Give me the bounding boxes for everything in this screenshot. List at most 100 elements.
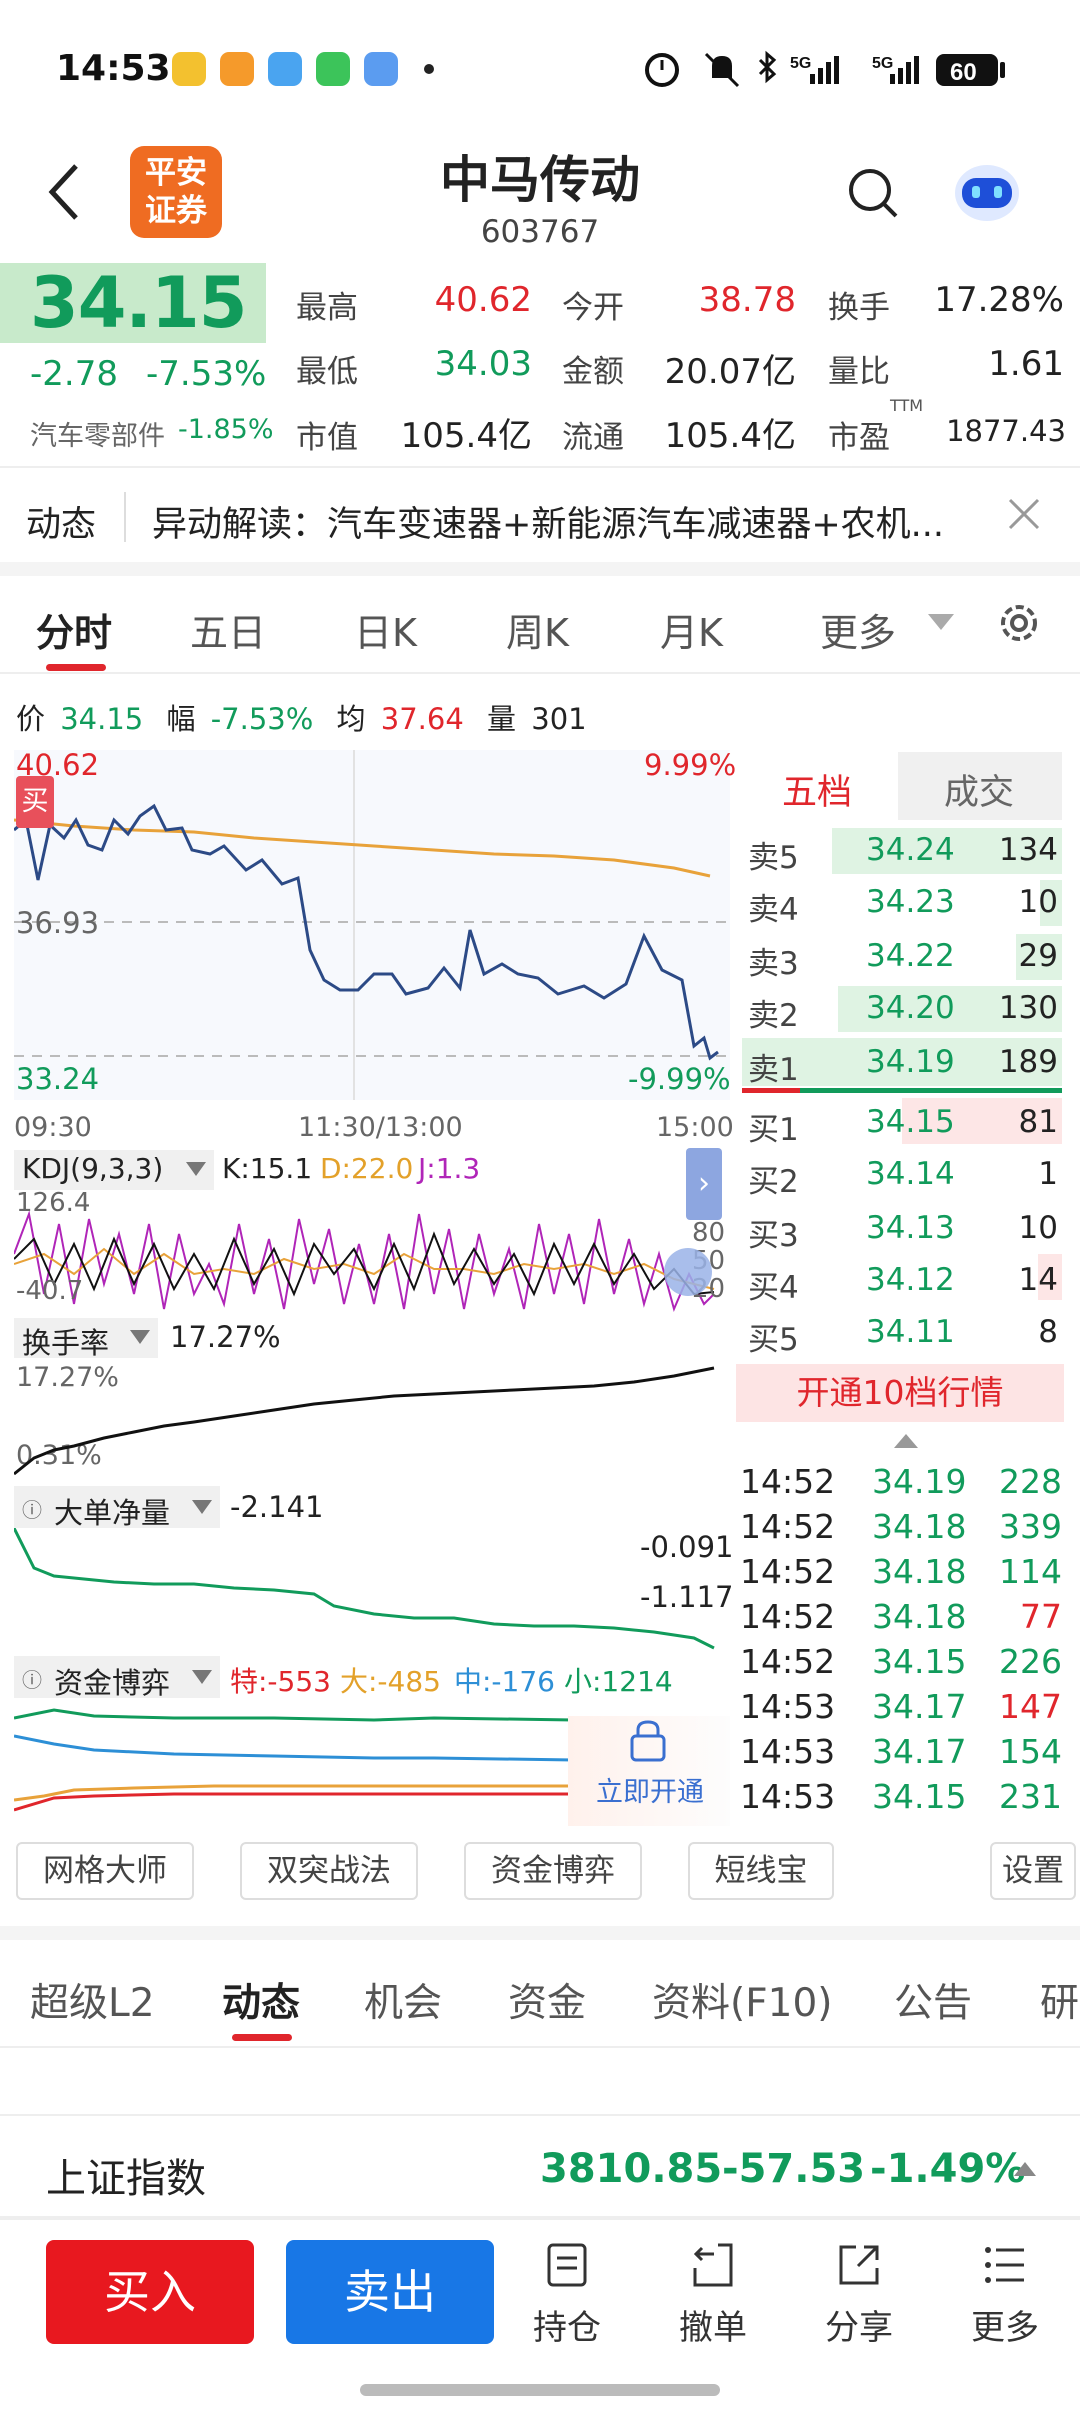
- quote-label-turnover: 换手: [828, 290, 890, 326]
- close-icon[interactable]: [1006, 496, 1042, 532]
- tab-news[interactable]: 动态: [222, 1981, 301, 2026]
- unlock-overlay[interactable]: [568, 1716, 730, 1826]
- tab-monthly-k[interactable]: 月K: [660, 611, 723, 655]
- quote-label-mktcap: 市值: [296, 420, 358, 456]
- ask5-bar: [832, 828, 1062, 874]
- tab-opportunity[interactable]: 机会: [364, 1981, 443, 2026]
- tab-f10[interactable]: 资料(F10): [652, 1981, 833, 2026]
- buy-point-marker[interactable]: 买: [16, 776, 54, 828]
- price-box: [0, 263, 266, 343]
- bignet-name: 大单净量: [54, 1496, 171, 1530]
- open-10-level-button[interactable]: 开通10档行情: [736, 1364, 1064, 1422]
- last-price: 34.15: [30, 262, 247, 344]
- ask3-bar: [1016, 934, 1062, 980]
- quote-label-low: 最低: [296, 354, 358, 390]
- tab-funds[interactable]: 资金: [508, 1981, 587, 2026]
- unlock-label[interactable]: 立即开通: [596, 1777, 704, 1808]
- tool-settings[interactable]: 设置: [990, 1842, 1076, 1900]
- bid-row-5[interactable]: 买5 34.11 8: [748, 1314, 1058, 1358]
- tool-grid-master[interactable]: 网格大师: [16, 1842, 194, 1900]
- intraday-chart[interactable]: [14, 750, 730, 1100]
- sell-button[interactable]: 卖出: [286, 2240, 494, 2344]
- bignet-value: -2.141: [230, 1490, 324, 1524]
- buy-button[interactable]: 买入: [46, 2240, 254, 2344]
- tab-deals-label: 成交: [944, 773, 1015, 813]
- tool-double-breakout[interactable]: 双突战法: [240, 1842, 418, 1900]
- video-app-icon: [220, 52, 254, 86]
- fund-selector[interactable]: [14, 1656, 220, 1698]
- tick-row: 14:52 34.18 114: [740, 1552, 1062, 1591]
- expand-panel-button[interactable]: ›: [686, 1148, 722, 1220]
- quote-value-turnover: 17.28%: [934, 280, 1064, 320]
- bignet-bottom: -1.117: [640, 1580, 734, 1614]
- bid-row-2[interactable]: 买2 34.14 1: [748, 1156, 1058, 1200]
- info-icon[interactable]: ⓘ: [22, 1498, 42, 1522]
- turnover-selector[interactable]: [14, 1318, 158, 1358]
- tab-five-level-label: 五档: [782, 773, 853, 813]
- tab-active-indicator: [232, 2034, 292, 2041]
- bid-row-1[interactable]: 买1 34.15 81: [748, 1104, 1058, 1148]
- gear-icon[interactable]: [994, 598, 1044, 648]
- stock-name: 中马传动: [440, 151, 640, 209]
- info-avg-label: 均: [336, 702, 366, 736]
- bid-row-4[interactable]: 买4 34.12 14: [748, 1262, 1058, 1306]
- status-time: 14:53: [56, 48, 171, 89]
- quote-label-pe: 市盈: [828, 420, 890, 456]
- ask-row-5[interactable]: 卖5 34.24 134: [748, 832, 1058, 876]
- tab-intraday[interactable]: 分时: [36, 611, 113, 655]
- broker-logo[interactable]: 平安证券: [130, 146, 222, 238]
- nav-cancel-order[interactable]: 撤单: [658, 2240, 768, 2349]
- search-icon[interactable]: [846, 166, 900, 220]
- tab-super-l2[interactable]: 超级L2: [30, 1981, 155, 2026]
- tab-weekly-k[interactable]: 周K: [506, 611, 569, 655]
- price-line: [14, 803, 719, 1061]
- home-indicator[interactable]: [360, 2384, 720, 2396]
- tab-more[interactable]: 更多: [820, 611, 897, 655]
- battery-icon: [936, 54, 1005, 86]
- ai-robot-icon[interactable]: [952, 158, 1022, 224]
- bid1-bar: [902, 1098, 1062, 1144]
- bid-row-3[interactable]: 买3 34.13 10: [748, 1210, 1058, 1254]
- kdj-name: KDJ(9,3,3): [22, 1152, 164, 1185]
- tab-announcement[interactable]: 公告: [894, 1981, 973, 2026]
- tick-row: 14:53 34.15 231: [740, 1777, 1062, 1816]
- share-icon: [839, 2245, 879, 2285]
- nav-positions[interactable]: 持仓: [512, 2240, 622, 2349]
- ask-row-1[interactable]: 卖1 34.19 189: [748, 1044, 1058, 1088]
- back-icon[interactable]: [44, 160, 84, 224]
- float-tool-icon[interactable]: [664, 1248, 712, 1296]
- ask-row-2[interactable]: 卖2 34.20 130: [748, 990, 1058, 1034]
- ask-row-3[interactable]: 卖3 34.22 29: [748, 938, 1058, 982]
- tab-deals[interactable]: [898, 752, 1062, 820]
- chevron-up-icon[interactable]: [1014, 2162, 1036, 2178]
- index-name[interactable]: 上证指数: [46, 2156, 206, 2202]
- kdj-d: D:22.0: [320, 1152, 414, 1185]
- nav-share[interactable]: 分享: [804, 2240, 914, 2349]
- bignet-selector[interactable]: [14, 1486, 220, 1528]
- quote-value-pe: 1877.43: [946, 414, 1066, 448]
- chevron-up-icon[interactable]: [894, 1434, 918, 1450]
- info-icon[interactable]: ⓘ: [22, 1668, 42, 1692]
- quote-value-open: 38.78: [698, 280, 796, 320]
- chevron-down-icon: [928, 614, 954, 630]
- quote-label-volume-ratio: 量比: [828, 354, 890, 390]
- index-change: -57.53: [722, 2146, 866, 2192]
- sector-name[interactable]: 汽车零部件: [30, 421, 165, 452]
- tool-short-line[interactable]: 短线宝: [688, 1842, 834, 1900]
- tab-research[interactable]: 研: [1040, 1981, 1080, 2026]
- kdj-selector[interactable]: [14, 1150, 214, 1190]
- tab-five-level[interactable]: [742, 752, 898, 820]
- tool-fund-game[interactable]: 资金博弈: [464, 1842, 642, 1900]
- index-value: 3810.85: [540, 2146, 723, 2192]
- nav-more[interactable]: 更多: [950, 2240, 1060, 2349]
- news-headline[interactable]: 异动解读：汽车变速器+新能源汽车减速器+农机...: [152, 505, 945, 545]
- tab-daily-k[interactable]: 日K: [354, 611, 417, 655]
- ask-row-4[interactable]: 卖4 34.23 10: [748, 884, 1058, 928]
- chevron-down-icon: [130, 1330, 150, 1344]
- price-change-pct: -7.53%: [146, 354, 267, 394]
- tab-active-indicator: [46, 664, 106, 671]
- tab-five-day[interactable]: 五日: [190, 611, 267, 655]
- info-amp: -7.53%: [210, 702, 314, 736]
- kdj-top: 126.4: [16, 1188, 91, 1218]
- kdj-r80: 80: [692, 1218, 726, 1248]
